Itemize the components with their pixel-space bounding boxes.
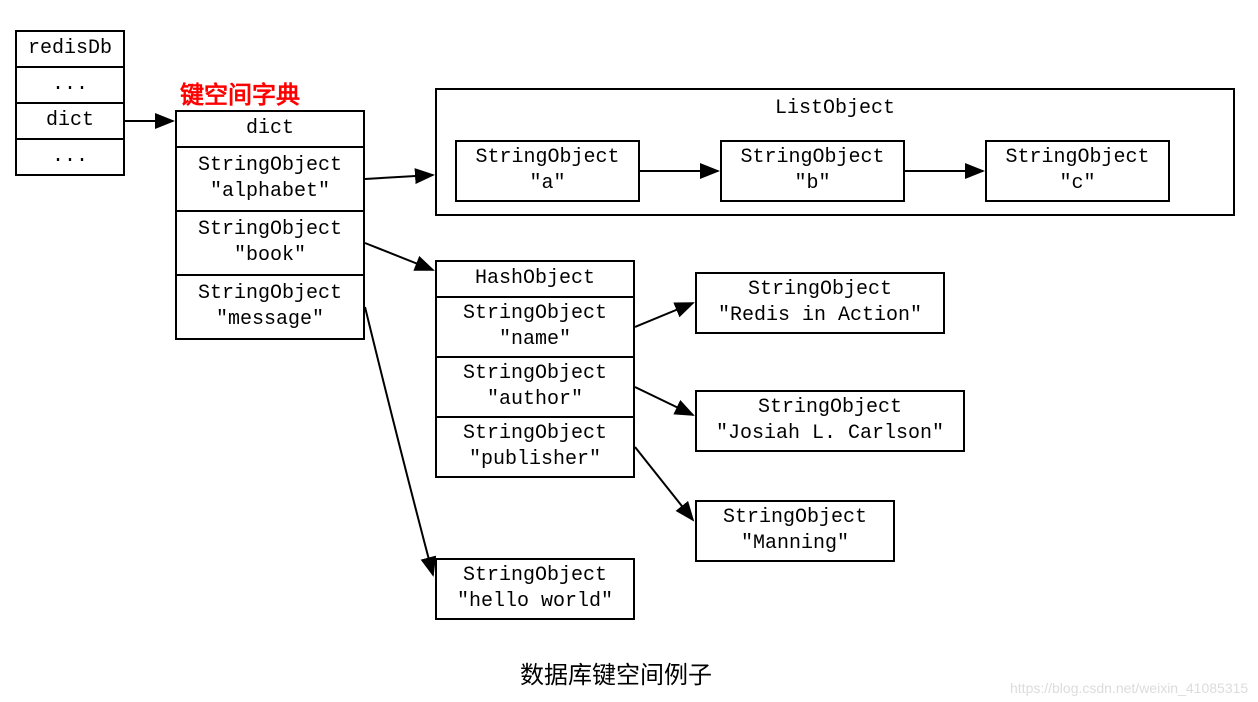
hash-field-2: StringObject "publisher" [435, 416, 635, 478]
redisdb-cell-3: ... [15, 138, 125, 176]
redisdb-cell-0: redisDb [15, 30, 125, 68]
dict-key-1: StringObject "book" [175, 210, 365, 276]
dict-key-0: StringObject "alphabet" [175, 146, 365, 212]
redisdb-cell-1: ... [15, 66, 125, 104]
redisdb-cell-3-text: ... [52, 144, 88, 170]
list-item-1: StringObject "b" [720, 140, 905, 202]
list-item-0: StringObject "a" [455, 140, 640, 202]
list-item-1-text: StringObject "b" [740, 145, 884, 197]
dict-key-0-text: StringObject "alphabet" [198, 153, 342, 205]
redisdb-cell-1-text: ... [52, 72, 88, 98]
dict-key-1-text: StringObject "book" [198, 217, 342, 269]
hash-header: HashObject [435, 260, 635, 298]
dict-key-2-text: StringObject "message" [198, 281, 342, 333]
hash-value-2-text: StringObject "Manning" [723, 505, 867, 557]
annotation-label: 键空间字典 [180, 75, 300, 110]
hash-header-text: HashObject [475, 266, 595, 292]
hash-field-0: StringObject "name" [435, 296, 635, 358]
hash-value-0: StringObject "Redis in Action" [695, 272, 945, 334]
redisdb-cell-2-text: dict [46, 108, 94, 134]
hash-field-2-text: StringObject "publisher" [463, 421, 607, 473]
redisdb-cell-0-text: redisDb [28, 36, 112, 62]
diagram-caption: 数据库键空间例子 [520, 655, 712, 690]
message-value-text: StringObject "hello world" [457, 563, 613, 615]
list-item-0-text: StringObject "a" [475, 145, 619, 197]
hash-value-2: StringObject "Manning" [695, 500, 895, 562]
dict-header: dict [175, 110, 365, 148]
listobject-title: ListObject [775, 96, 895, 122]
list-item-2: StringObject "c" [985, 140, 1170, 202]
watermark: https://blog.csdn.net/weixin_41085315 [1010, 680, 1248, 696]
hash-value-1-text: StringObject "Josiah L. Carlson" [716, 395, 944, 447]
hash-value-1: StringObject "Josiah L. Carlson" [695, 390, 965, 452]
redisdb-cell-2: dict [15, 102, 125, 140]
hash-field-1: StringObject "author" [435, 356, 635, 418]
list-item-2-text: StringObject "c" [1005, 145, 1149, 197]
dict-key-2: StringObject "message" [175, 274, 365, 340]
hash-field-0-text: StringObject "name" [463, 301, 607, 353]
dict-header-text: dict [246, 116, 294, 142]
message-value: StringObject "hello world" [435, 558, 635, 620]
hash-field-1-text: StringObject "author" [463, 361, 607, 413]
hash-value-0-text: StringObject "Redis in Action" [718, 277, 922, 329]
